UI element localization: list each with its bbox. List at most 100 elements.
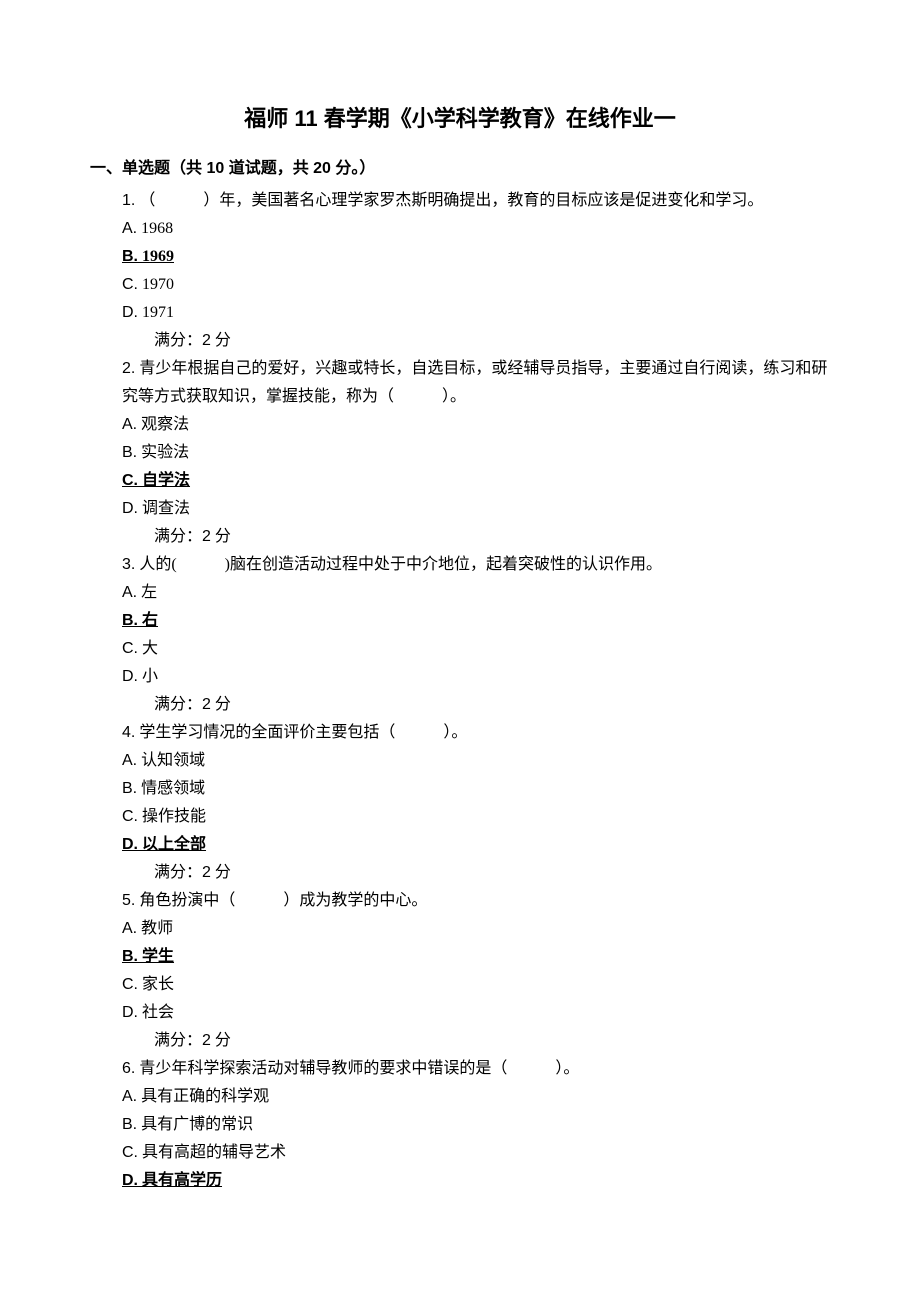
score-prefix: 满分： [154,696,202,713]
option: B. 学生 [122,943,830,971]
question-body: 人的( )脑在创造活动过程中处于中介地位，起着突破性的认识作用。 [135,556,662,573]
score-value: 2 [202,1032,211,1049]
option-text: 1970 [138,276,174,293]
option-text: 具有高学历 [138,1172,222,1189]
option-text: 教师 [137,920,173,937]
option: C. 1970 [122,271,830,299]
option: C. 大 [122,635,830,663]
option-text: 观察法 [137,416,189,433]
option: B. 实验法 [122,439,830,467]
option-letter: A. [122,752,137,769]
option-text: 右 [138,612,158,629]
option-text: 调查法 [138,500,190,517]
option-letter: A. [122,584,137,601]
score-suffix: 分 [211,332,231,349]
option-letter: A. [122,416,137,433]
option: A. 具有正确的科学观 [122,1083,830,1111]
option: D. 具有高学历 [122,1167,830,1195]
question-text: 4. 学生学习情况的全面评价主要包括（ ）。 [122,719,830,747]
option-text: 以上全部 [138,836,206,853]
question-number: 3. [122,556,135,573]
option: A. 左 [122,579,830,607]
option-text: 具有正确的科学观 [137,1088,269,1105]
document-title: 福师 11 春学期《小学科学教育》在线作业一 [90,100,830,139]
option-text: 社会 [138,1004,174,1021]
option-letter: C. [122,472,138,489]
option-letter: D. [122,304,138,321]
option: B. 右 [122,607,830,635]
score-value: 2 [202,696,211,713]
option: B. 具有广博的常识 [122,1111,830,1139]
option-text: 自学法 [138,472,190,489]
option: C. 操作技能 [122,803,830,831]
option: D. 小 [122,663,830,691]
option-letter: B. [122,780,137,797]
option-letter: C. [122,808,138,825]
option-letter: B. [122,1116,137,1133]
question-text: 1. （ ）年，美国著名心理学家罗杰斯明确提出，教育的目标应该是促进变化和学习。 [122,187,830,215]
option-letter: A. [122,220,137,237]
question-text: 2. 青少年根据自己的爱好，兴趣或特长，自选目标，或经辅导员指导，主要通过自行阅… [122,355,830,411]
option-text: 家长 [138,976,174,993]
option-letter: B. [122,444,137,461]
option-text: 1971 [138,304,174,321]
option-text: 左 [137,584,157,601]
score-suffix: 分 [211,696,231,713]
question-text: 5. 角色扮演中（ ）成为教学的中心。 [122,887,830,915]
score-prefix: 满分： [154,1032,202,1049]
score-line: 满分：2 分 [154,327,830,355]
option-letter: B. [122,248,138,265]
question-number: 2. [122,360,135,377]
option: D. 1971 [122,299,830,327]
question-body: （ ）年，美国著名心理学家罗杰斯明确提出，教育的目标应该是促进变化和学习。 [135,192,763,209]
option-letter: D. [122,1004,138,1021]
score-line: 满分：2 分 [154,523,830,551]
option-letter: D. [122,668,138,685]
option-text: 小 [138,668,158,685]
option: B. 1969 [122,243,830,271]
score-value: 2 [202,332,211,349]
score-line: 满分：2 分 [154,1027,830,1055]
question-body: 青少年根据自己的爱好，兴趣或特长，自选目标，或经辅导员指导，主要通过自行阅读，练… [122,360,827,405]
score-value: 2 [202,864,211,881]
option-letter: A. [122,1088,137,1105]
option-letter: D. [122,1172,138,1189]
question-body: 学生学习情况的全面评价主要包括（ ）。 [135,724,467,741]
option: A. 观察法 [122,411,830,439]
question-number: 1. [122,192,135,209]
option: A. 教师 [122,915,830,943]
option: C. 家长 [122,971,830,999]
option-text: 大 [138,640,158,657]
option-text: 操作技能 [138,808,206,825]
option-letter: A. [122,920,137,937]
option: D. 调查法 [122,495,830,523]
option: A. 认知领域 [122,747,830,775]
option-letter: C. [122,976,138,993]
option-letter: B. [122,948,138,965]
option-text: 实验法 [137,444,189,461]
option: D. 社会 [122,999,830,1027]
option: C. 自学法 [122,467,830,495]
questions-container: 1. （ ）年，美国著名心理学家罗杰斯明确提出，教育的目标应该是促进变化和学习。… [90,187,830,1195]
question-text: 3. 人的( )脑在创造活动过程中处于中介地位，起着突破性的认识作用。 [122,551,830,579]
option: A. 1968 [122,215,830,243]
option-text: 学生 [138,948,174,965]
question-text: 6. 青少年科学探索活动对辅导教师的要求中错误的是（ ）。 [122,1055,830,1083]
score-prefix: 满分： [154,864,202,881]
option-letter: B. [122,612,138,629]
option-text: 1969 [138,248,174,265]
option-letter: D. [122,836,138,853]
section-header: 一、单选题（共 10 道试题，共 20 分。） [90,155,830,183]
option: C. 具有高超的辅导艺术 [122,1139,830,1167]
option: D. 以上全部 [122,831,830,859]
option-text: 具有高超的辅导艺术 [138,1144,286,1161]
score-line: 满分：2 分 [154,691,830,719]
question-body: 青少年科学探索活动对辅导教师的要求中错误的是（ ）。 [135,1060,579,1077]
score-prefix: 满分： [154,528,202,545]
question-body: 角色扮演中（ ）成为教学的中心。 [135,892,427,909]
score-suffix: 分 [211,864,231,881]
option-text: 认知领域 [137,752,205,769]
option-letter: C. [122,640,138,657]
score-prefix: 满分： [154,332,202,349]
option-text: 1968 [137,220,173,237]
